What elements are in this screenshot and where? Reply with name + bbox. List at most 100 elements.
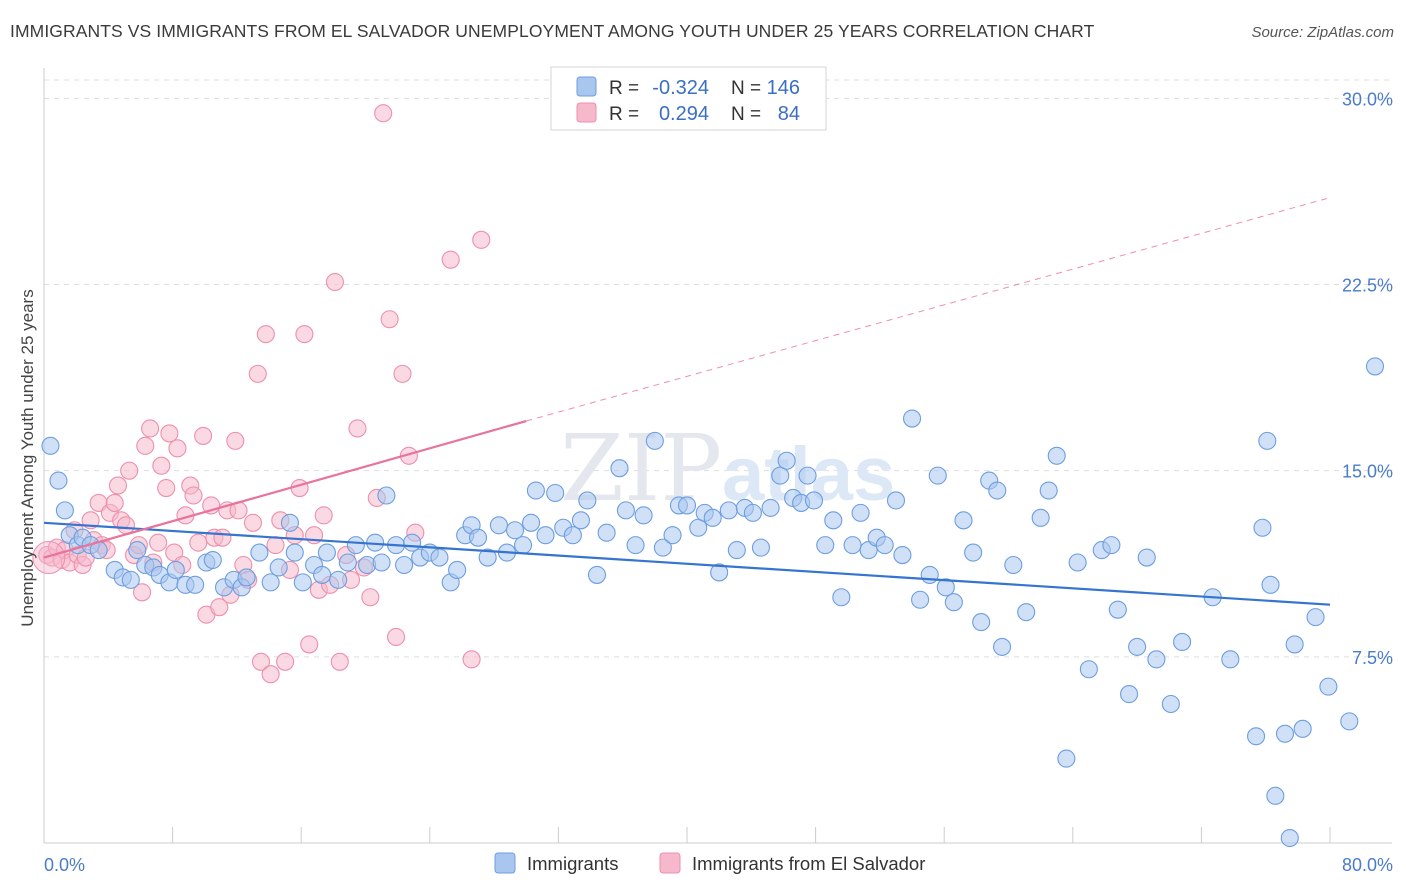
point-el-salvador: [380, 310, 399, 329]
point-el-salvador: [210, 598, 229, 617]
y-tick-label: 30.0%: [1342, 89, 1393, 109]
point-immigrants: [1340, 712, 1359, 731]
x-tick-label-min: 0.0%: [44, 855, 85, 875]
point-immigrants: [597, 523, 616, 542]
bottom-legend-swatch-immigrants: [494, 852, 516, 874]
point-immigrants: [663, 526, 682, 545]
point-el-salvador: [133, 583, 152, 602]
point-immigrants: [403, 533, 422, 552]
point-el-salvador: [157, 478, 176, 498]
bottom-legend-label-immigrants: Immigrants: [527, 853, 619, 874]
point-immigrants: [121, 570, 140, 589]
point-el-salvador: [120, 461, 139, 480]
point-immigrants: [1004, 555, 1023, 575]
y-tick-label: 7.5%: [1352, 648, 1393, 668]
point-immigrants: [563, 526, 582, 545]
bottom-legend-swatch-el-salvador: [659, 852, 681, 874]
point-immigrants: [1293, 719, 1312, 738]
point-immigrants: [55, 501, 74, 520]
point-immigrants: [1247, 727, 1266, 746]
point-el-salvador: [325, 272, 345, 292]
point-immigrants: [911, 590, 930, 609]
point-immigrants: [372, 553, 391, 572]
axes: [43, 68, 1392, 844]
point-immigrants: [522, 513, 541, 532]
point-immigrants: [719, 501, 738, 520]
trend-line-immigrants: [43, 521, 1331, 606]
point-immigrants: [751, 538, 770, 557]
y-axis-title: Unemployment Among Youth under 25 years: [18, 289, 37, 626]
point-immigrants: [1258, 431, 1277, 450]
point-el-salvador: [194, 426, 213, 445]
point-immigrants: [1147, 650, 1166, 669]
point-immigrants: [761, 498, 780, 517]
point-el-salvador: [290, 478, 309, 498]
legend-swatch-pink: [576, 102, 597, 123]
point-el-salvador: [472, 230, 491, 249]
legend-n-value-pink: 84: [778, 103, 800, 125]
point-immigrants: [988, 481, 1007, 500]
point-immigrants: [1306, 608, 1325, 627]
point-immigrants: [634, 506, 653, 525]
point-immigrants: [1047, 446, 1066, 465]
point-immigrants: [250, 543, 269, 562]
point-immigrants: [677, 496, 697, 515]
point-immigrants: [777, 451, 796, 470]
point-immigrants: [128, 541, 147, 560]
point-immigrants: [645, 431, 664, 450]
point-el-salvador: [295, 325, 314, 344]
point-immigrants: [1039, 481, 1058, 500]
series-immigrants: [41, 357, 1385, 848]
point-immigrants: [587, 565, 607, 584]
point-immigrants: [395, 555, 414, 575]
y-tick-labels: 7.5% 15.0% 22.5% 30.0%: [1342, 89, 1393, 667]
point-immigrants: [610, 459, 629, 478]
trend-line-el-salvador: [43, 419, 527, 559]
point-immigrants: [1079, 660, 1098, 679]
point-immigrants: [972, 613, 991, 632]
legend-n-label-pink: N =: [731, 104, 761, 125]
point-immigrants: [1266, 786, 1285, 805]
chart-source: Source: ZipAtlas.com: [1251, 24, 1394, 41]
point-immigrants: [816, 536, 835, 555]
point-immigrants: [1285, 635, 1304, 654]
point-el-salvador: [136, 436, 155, 455]
point-el-salvador: [261, 665, 280, 684]
point-immigrants: [824, 511, 843, 530]
point-el-salvador: [441, 250, 460, 269]
point-immigrants: [1128, 637, 1147, 656]
point-immigrants: [313, 565, 332, 584]
point-immigrants: [743, 503, 762, 522]
point-el-salvador: [300, 635, 319, 654]
point-el-salvador: [189, 533, 208, 552]
point-immigrants: [653, 538, 672, 557]
point-immigrants: [513, 536, 533, 555]
point-el-salvador: [361, 588, 380, 607]
point-immigrants: [616, 501, 635, 520]
point-immigrants: [377, 486, 396, 505]
legend-n-value-blue: 146: [767, 77, 800, 99]
point-el-salvador: [374, 104, 393, 123]
point-immigrants: [468, 528, 488, 547]
legend-r-label-blue: R =: [609, 78, 639, 99]
point-immigrants: [1102, 536, 1121, 555]
point-immigrants: [771, 466, 790, 485]
point-immigrants: [893, 546, 912, 565]
point-immigrants: [203, 550, 222, 570]
trend-line-el-salvador-projection: [526, 197, 1331, 422]
point-immigrants: [1319, 677, 1338, 696]
legend-box: [550, 66, 827, 131]
x-tick-label-max: 80.0%: [1342, 855, 1393, 875]
point-immigrants: [269, 558, 288, 577]
chart-title: IMMIGRANTS VS IMMIGRANTS FROM EL SALVADO…: [10, 21, 1095, 41]
legend-swatch-blue: [576, 76, 597, 97]
point-el-salvador: [462, 650, 481, 669]
point-immigrants: [526, 481, 545, 500]
point-el-salvador: [266, 536, 285, 555]
point-immigrants: [1275, 724, 1295, 743]
point-immigrants: [261, 573, 280, 592]
series-el-salvador: [32, 104, 491, 684]
point-immigrants: [546, 483, 565, 503]
point-immigrants: [875, 536, 894, 555]
